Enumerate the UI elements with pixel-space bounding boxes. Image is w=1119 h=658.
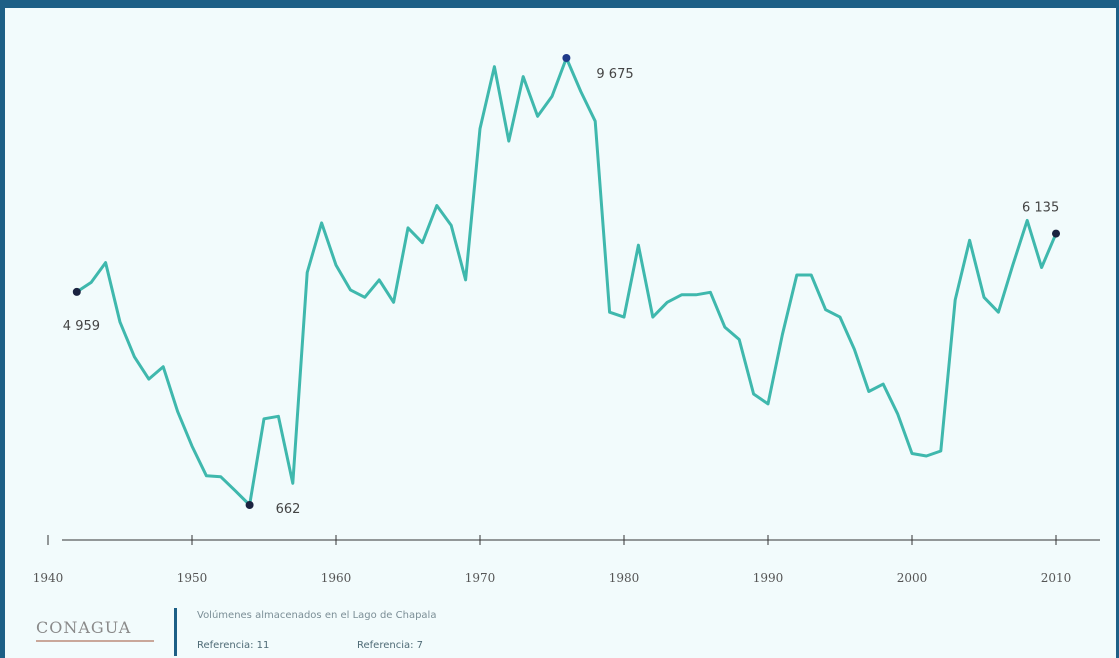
logo-underline — [36, 640, 154, 642]
value-label: 6 135 — [1022, 201, 1059, 216]
value-label: 4 959 — [63, 319, 100, 334]
x-tick-label: 1950 — [177, 571, 208, 585]
series-line — [75, 56, 1058, 507]
footer-divider — [174, 608, 177, 656]
reference-1: Referencia: 11 — [197, 640, 270, 651]
value-label: 662 — [276, 502, 301, 517]
x-tick-label: 2010 — [1041, 571, 1072, 585]
value-label: 9 675 — [596, 67, 633, 82]
series-layer — [75, 56, 1058, 507]
x-tick-label: 1970 — [465, 571, 496, 585]
conagua-logo: CONAGUA — [36, 618, 132, 637]
line-chart: 1940 1950 1960 1970 1980 1990 2000 2010 4 959 66… — [33, 54, 1100, 585]
annotated-point — [1052, 229, 1060, 238]
x-tick-label: 1940 — [33, 571, 64, 585]
footer-caption: Volúmenes almacenados en el Lago de Chap… — [197, 610, 437, 621]
x-axis: 1940 1950 1960 1970 1980 1990 2000 2010 — [33, 535, 1100, 585]
title-bar — [0, 0, 1119, 8]
annotated-point — [72, 287, 81, 296]
x-tick-label: 1980 — [609, 571, 640, 585]
annotation-layer: 4 959 662 9 675 6 135 — [63, 54, 1060, 517]
footer: CONAGUA Volúmenes almacenados en el Lago… — [0, 600, 1119, 658]
annotated-point — [562, 54, 571, 62]
annotated-point — [245, 501, 254, 509]
x-tick-label: 2000 — [897, 571, 928, 585]
reference-2: Referencia: 7 — [357, 640, 424, 651]
x-tick-label: 1960 — [321, 571, 352, 585]
x-tick-label: 1990 — [753, 571, 784, 585]
